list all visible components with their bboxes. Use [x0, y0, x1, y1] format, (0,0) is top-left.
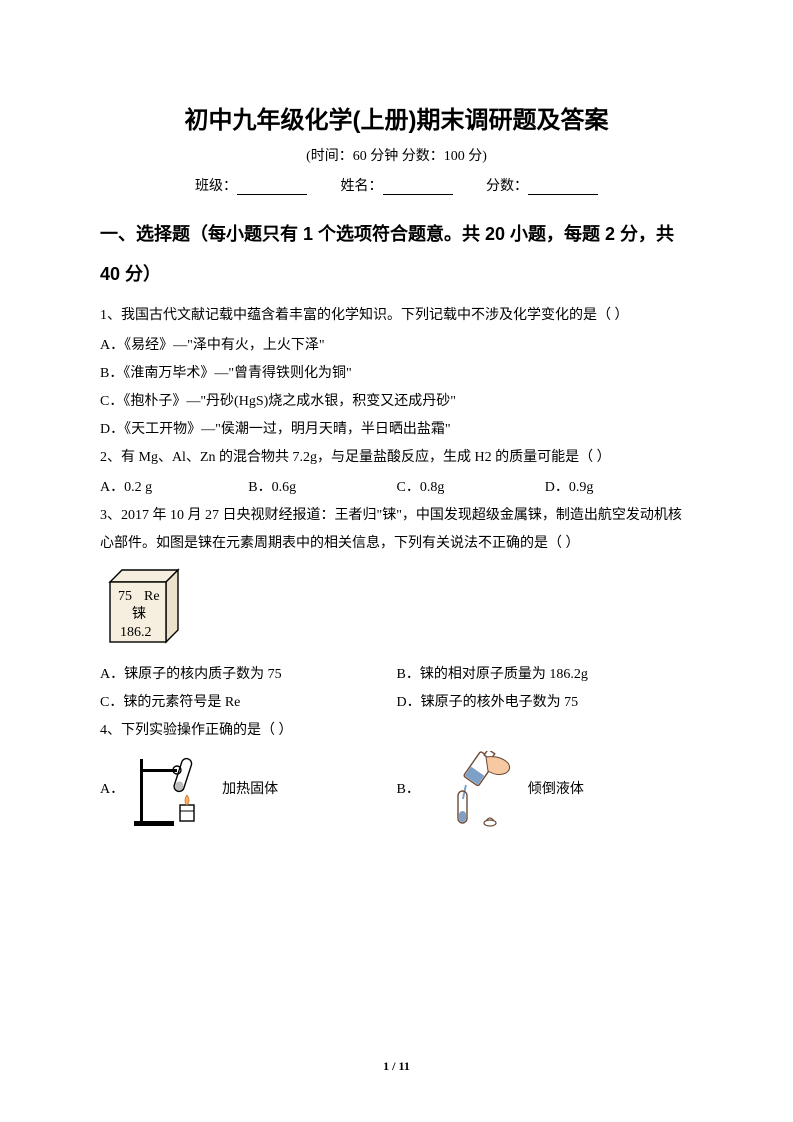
q4-a-text: 加热固体	[222, 776, 278, 804]
q2-opt-c: C．0.8g	[397, 474, 545, 502]
q1-opt-d: D．《天工开物》—"侯潮一过，明月天晴，半日晒出盐霜"	[100, 416, 693, 444]
page-subtitle: (时间：60 分钟 分数：100 分)	[100, 145, 693, 165]
heating-solid-icon	[130, 751, 216, 829]
q4-a-label: A．	[100, 776, 124, 804]
pouring-liquid-icon	[426, 751, 522, 829]
q3-opt-d: D．铼原子的核外电子数为 75	[397, 689, 694, 717]
student-info-line: 班级： 姓名： 分数：	[100, 175, 693, 195]
q4-stem: 4、下列实验操作正确的是（ ）	[100, 717, 693, 745]
q1-stem: 1、我国古代文献记载中蕴含着丰富的化学知识。下列记载中不涉及化学变化的是（ ）	[100, 302, 693, 330]
class-blank[interactable]	[237, 181, 307, 195]
q2-opt-b: B．0.6g	[248, 474, 396, 502]
element-name: 铼	[132, 606, 146, 622]
class-label: 班级：	[195, 179, 237, 194]
element-symbol: Re	[144, 589, 160, 604]
page-title: 初中九年级化学(上册)期末调研题及答案	[100, 100, 693, 135]
element-mass: 186.2	[120, 625, 152, 640]
q1-opt-a: A．《易经》—"泽中有火，上火下泽"	[100, 332, 693, 360]
q4-b-text: 倾倒液体	[528, 776, 584, 804]
name-label: 姓名：	[341, 179, 383, 194]
q3-stem: 3、2017 年 10 月 27 日央视财经报道：王者归"铼"，中国发现超级金属…	[100, 502, 693, 558]
q1-opt-c: C．《抱朴子》—"丹砂(HgS)烧之成水银，积变又还成丹砂"	[100, 388, 693, 416]
score-blank[interactable]	[528, 181, 598, 195]
element-card: 75 Re 铼 186.2	[100, 564, 693, 655]
q4-opt-a: A． 加热固体	[100, 751, 397, 829]
q3-opt-b: B．铼的相对原子质量为 186.2g	[397, 661, 694, 689]
q2-opt-d: D．0.9g	[545, 474, 693, 502]
q4-b-label: B．	[397, 776, 420, 804]
q3-opt-a: A．铼原子的核内质子数为 75	[100, 661, 397, 689]
q3-opt-c: C．铼的元素符号是 Re	[100, 689, 397, 717]
q2-opt-a: A．0.2 g	[100, 474, 248, 502]
q4-opt-b: B． 倾倒液体	[397, 751, 694, 829]
name-blank[interactable]	[383, 181, 453, 195]
q1-opt-b: B．《淮南万毕术》—"曾青得铁则化为铜"	[100, 360, 693, 388]
section-1-header: 一、选择题（每小题只有 1 个选项符合题意。共 20 小题，每题 2 分，共 4…	[100, 215, 693, 294]
score-label: 分数：	[486, 179, 528, 194]
q2-stem: 2、有 Mg、Al、Zn 的混合物共 7.2g，与足量盐酸反应，生成 H2 的质…	[100, 444, 693, 472]
page-number: 1 / 11	[0, 1059, 793, 1074]
element-number: 75	[118, 589, 132, 604]
